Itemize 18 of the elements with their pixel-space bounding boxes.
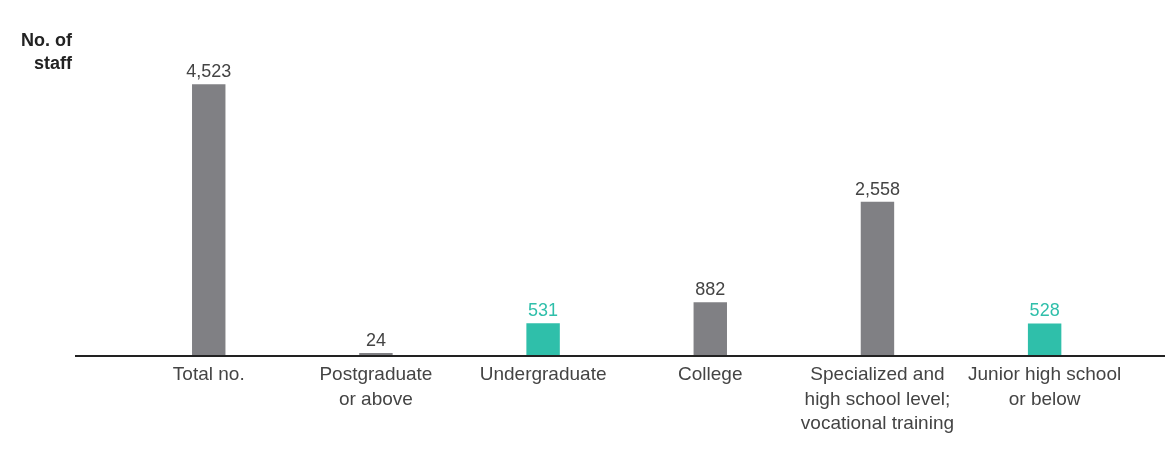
x-tick-label: Junior high school or below [968, 362, 1122, 409]
data-label: 2,558 [854, 178, 900, 199]
bar [860, 201, 895, 355]
bar [693, 302, 727, 355]
x-tick-label: Postgraduate or above [319, 362, 433, 409]
bar [1027, 323, 1062, 355]
y-axis-title: No. of staff [21, 30, 73, 74]
x-tick-label: College [678, 362, 743, 384]
x-tick-label: Specialized and high school level; vocational training [800, 362, 955, 434]
data-label: 24 [365, 330, 386, 350]
x-tick-label: Total no. [172, 362, 245, 384]
bar [526, 323, 560, 355]
x-tick-label: Undergraduate [479, 362, 607, 384]
data-label: 4,523 [186, 61, 232, 82]
data-label: 882 [695, 279, 726, 300]
data-label: 531 [528, 300, 559, 321]
bar [192, 84, 226, 355]
data-label: 528 [1029, 300, 1060, 321]
